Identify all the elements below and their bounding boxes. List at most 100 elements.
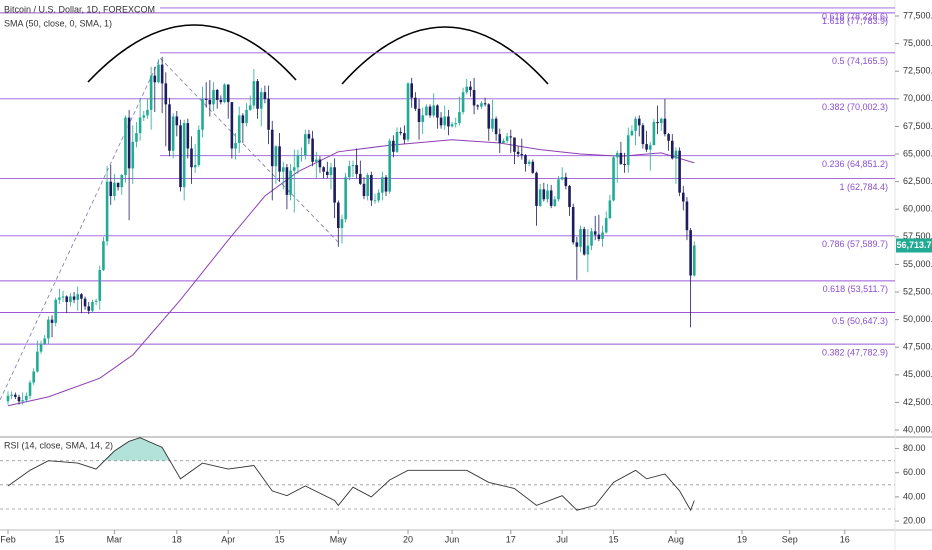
- candle-body: [590, 231, 593, 246]
- candle-body: [579, 229, 582, 247]
- plot-layer: 40,000.0 42,500.0 45,000.0 47,500.0 50,000.0…: [0, 7, 932, 544]
- candle-body: [157, 64, 160, 83]
- candle-body: [436, 105, 439, 118]
- candle-body: [674, 150, 678, 159]
- candle-body: [359, 173, 362, 184]
- candle-body: [135, 133, 138, 142]
- candle-body: [399, 131, 402, 134]
- y-tick-label: 52,500.0: [903, 286, 932, 296]
- candle-body: [469, 86, 472, 90]
- candle-body: [300, 155, 303, 156]
- candle-body: [652, 122, 656, 146]
- rsi-tick-label: 20.00: [903, 515, 926, 525]
- candle-body: [373, 200, 377, 202]
- candle-body: [659, 118, 663, 124]
- candle-body: [149, 75, 153, 110]
- rsi-overbought-fill: [104, 437, 170, 461]
- candle-body: [14, 394, 17, 397]
- candle-body: [234, 142, 237, 149]
- candle-body: [340, 219, 344, 228]
- x-tick-label: Jun: [445, 534, 460, 544]
- y-tick-label: 62,500.0: [903, 176, 932, 186]
- candle-body: [524, 155, 527, 164]
- candle-body: [256, 81, 259, 109]
- candle-body: [560, 177, 564, 180]
- y-tick-label: 55,000.0: [903, 259, 932, 269]
- y-tick-label: 45,000.0: [903, 369, 932, 379]
- x-tick-label: 15: [275, 534, 285, 544]
- candle-body: [307, 134, 311, 139]
- candle-body: [692, 245, 696, 276]
- x-tick-label: Mar: [107, 534, 123, 544]
- x-tick-label: 15: [609, 534, 619, 544]
- candle-body: [395, 131, 399, 152]
- candle-body: [447, 116, 450, 127]
- candle-body: [348, 166, 351, 178]
- rsi-legend: RSI (14, close, SMA, 14, 2): [4, 440, 113, 450]
- candle-body: [274, 146, 278, 167]
- candle-body: [47, 319, 50, 339]
- candle-body: [204, 98, 208, 100]
- candle-body: [179, 125, 182, 188]
- candle-body: [105, 181, 109, 242]
- candle-body: [370, 174, 373, 201]
- candle-body: [535, 172, 538, 206]
- candle-body: [58, 297, 61, 300]
- candle-body: [6, 395, 10, 402]
- candle-body: [491, 118, 494, 129]
- candle-body: [28, 382, 32, 396]
- x-tick-label: Aug: [668, 534, 684, 544]
- candle-body: [538, 189, 542, 206]
- candle-body: [443, 116, 447, 126]
- candle-body: [25, 395, 28, 401]
- fib-label: 0.382 (70,002.3): [822, 102, 888, 112]
- candle-body: [337, 202, 340, 228]
- last-price-label: 56,713.7: [896, 240, 931, 250]
- fib-label: 0.786 (57,589.7): [822, 239, 888, 249]
- candle-body: [270, 129, 274, 167]
- candle-body: [109, 181, 113, 196]
- candle-body: [553, 199, 557, 206]
- candle-body: [645, 144, 648, 150]
- candle-body: [626, 135, 630, 166]
- candle-body: [226, 84, 230, 103]
- x-tick-label: 19: [737, 534, 747, 544]
- arc-drawing: [87, 24, 297, 83]
- candle-body: [362, 183, 366, 196]
- fib-label: 0.5 (50,647.3): [832, 316, 888, 326]
- candle-body: [248, 105, 252, 110]
- candle-body: [641, 125, 645, 145]
- candle-body: [311, 138, 314, 162]
- candle-body: [575, 242, 579, 247]
- fib-label: 0.618 (53,511.7): [823, 284, 888, 294]
- candle-body: [546, 190, 549, 200]
- candle-body: [252, 81, 256, 106]
- candle-body: [61, 296, 65, 298]
- rsi-line: [7, 437, 695, 512]
- candle-body: [461, 92, 465, 113]
- fib-label: 0.5 (74,165.5): [832, 56, 888, 66]
- candle-body: [142, 115, 146, 118]
- candle-body: [344, 177, 347, 220]
- candle-body: [465, 86, 469, 93]
- candle-body: [648, 145, 652, 150]
- candle-body: [303, 134, 307, 156]
- candle-body: [656, 122, 659, 124]
- sma-line: [7, 139, 695, 407]
- candle-body: [505, 136, 509, 141]
- candle-body: [124, 117, 127, 175]
- y-tick-label: 50,000.0: [903, 314, 932, 324]
- candle-body: [153, 75, 157, 83]
- candle-body: [425, 106, 428, 116]
- candle-body: [113, 182, 116, 196]
- candle-body: [681, 192, 685, 202]
- y-tick-label: 47,500.0: [903, 342, 932, 352]
- candle-body: [17, 396, 21, 402]
- candle-body: [80, 294, 83, 299]
- y-tick-label: 42,500.0: [903, 397, 932, 407]
- candle-body: [219, 99, 223, 103]
- candle-body: [69, 296, 72, 302]
- candle-body: [421, 115, 425, 123]
- y-tick-label: 57,500.0: [903, 231, 932, 241]
